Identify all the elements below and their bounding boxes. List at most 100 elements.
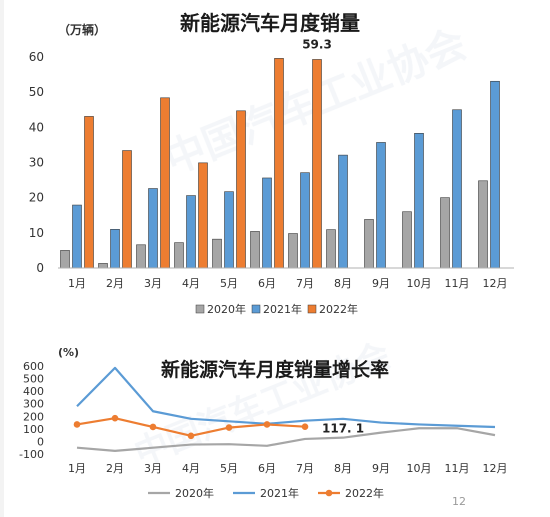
line-x-tick-label: 12月 [483,462,508,475]
line-y-tick-label: 200 [23,410,44,423]
point-2022年-3月 [149,423,157,431]
bar-chart-legend: 2020年 2021年 2022年 [195,302,358,316]
bar-2021年-5月 [224,191,234,269]
legend-label: 2022年 [319,302,358,316]
bar-2022年-6月 [274,58,284,269]
bar-x-tick-label: 2月 [106,277,124,290]
legend-label: 2021年 [260,486,299,500]
bar-2020年-2月 [98,263,108,269]
legend-label: 2021年 [263,302,302,316]
line-chart-legend: 2020年 2021年 2022年 [148,486,384,500]
bar-x-tick-label: 6月 [258,277,276,290]
bar-2020年-7月 [288,233,298,269]
bar-2020年-4月 [174,242,184,269]
bar-y-tick-label: 40 [29,120,44,134]
bar-2021年-6月 [262,177,272,269]
line-2021年 [76,366,496,429]
line-chart-title: 新能源汽车月度销量增长率 [161,358,389,381]
bar-2022年-3月 [160,97,170,269]
bar-2021年-8月 [338,154,348,269]
bar-chart-annotation: 59.3 [302,37,332,51]
bar-2020年-10月 [402,211,412,269]
point-2022年-2月 [111,414,119,422]
bar-x-tick-label: 9月 [372,277,390,290]
bar-2022年-5月 [236,110,246,269]
line-y-tick-label: 100 [23,423,44,436]
bar-2021年-2月 [110,229,120,269]
bar-2020年-9月 [364,219,374,269]
bar-2020年-8月 [326,229,336,269]
line-x-tick-label: 2月 [106,462,124,475]
line-x-tick-label: 1月 [68,462,86,475]
line-x-tick-label: 10月 [407,462,432,475]
bar-x-tick-label: 7月 [296,277,314,290]
bar-x-tick-label: 4月 [182,277,200,290]
bar-x-tick-label: 3月 [144,277,162,290]
bar-2021年-10月 [414,133,424,269]
line-x-tick-label: 4月 [182,462,200,475]
legend-label: 2020年 [175,486,214,500]
bar-chart-unit-label: （万辆） [58,22,106,37]
bar-2020年-12月 [478,180,488,269]
legend-swatch-2022年 [307,304,317,314]
bar-x-tick-label: 1月 [68,277,86,290]
svg-text:中国汽车工业协会: 中国汽车工业协会 [129,335,396,474]
point-2022年-4月 [187,432,195,440]
line-x-tick-label: 8月 [334,462,352,475]
bar-2022年-2月 [122,150,132,269]
bar-x-tick-label: 11月 [445,277,470,290]
bar-chart-title: 新能源汽车月度销量 [180,11,360,35]
line-chart-unit-label: (%) [58,346,79,359]
bar-x-tick-label: 8月 [334,277,352,290]
line-chart-lines [73,366,496,452]
bar-y-tick-label: 30 [29,156,44,170]
bar-2020年-6月 [250,231,260,269]
bar-2021年-7月 [300,172,310,269]
page-number: 12 [452,495,466,508]
line-y-tick-label: 500 [23,373,44,386]
line-2020年 [76,427,496,452]
bar-y-tick-label: 0 [36,261,44,275]
bar-2021年-9月 [376,142,386,269]
legend-marker [325,489,333,497]
bar-x-tick-label: 12月 [483,277,508,290]
line-y-tick-label: 0 [37,435,44,448]
legend-swatch-2020年 [195,304,205,314]
line-y-tick-label: -100 [19,448,44,461]
bar-2021年-1月 [72,204,82,269]
bar-2021年-12月 [490,80,500,269]
bar-2020年-11月 [440,197,450,269]
bar-2022年-7月 [312,59,322,269]
line-chart-x-ticks: 1月 2月 3月 4月 5月 6月 7月 8月 9月 10月 11月 12月 [68,462,508,475]
bar-y-tick-label: 60 [29,50,44,64]
legend-label: 2020年 [207,302,246,316]
left-edge-strip [0,0,4,517]
line-x-tick-label: 3月 [144,462,162,475]
bar-y-tick-label: 20 [29,191,44,205]
line-y-tick-label: 300 [23,398,44,411]
point-2022年-7月 [301,423,309,431]
bar-2020年-1月 [60,250,70,269]
bar-y-tick-label: 10 [29,226,44,240]
bar-chart-bars [60,58,500,269]
bar-x-tick-label: 10月 [407,277,432,290]
bar-chart-x-ticks: 1月 2月 3月 4月 5月 6月 7月 8月 9月 10月 11月 12月 [68,277,508,290]
bar-2020年-3月 [136,244,146,269]
point-2022年-1月 [73,421,81,428]
legend-label: 2022年 [345,486,384,500]
line-x-tick-label: 6月 [258,462,276,475]
point-2022年-5月 [225,424,233,431]
bar-2021年-11月 [452,109,462,269]
line-x-tick-label: 7月 [296,462,314,475]
point-2022年-6月 [263,421,271,428]
bar-2021年-3月 [148,188,158,269]
bar-x-tick-label: 5月 [220,277,238,290]
line-y-tick-label: 400 [23,385,44,398]
bar-2021年-4月 [186,195,196,269]
bar-2022年-1月 [84,116,94,269]
bar-2020年-5月 [212,238,222,269]
bar-2022年-4月 [198,162,208,269]
line-chart-annotation: 117. 1 [322,422,364,436]
line-x-tick-label: 9月 [372,462,390,475]
